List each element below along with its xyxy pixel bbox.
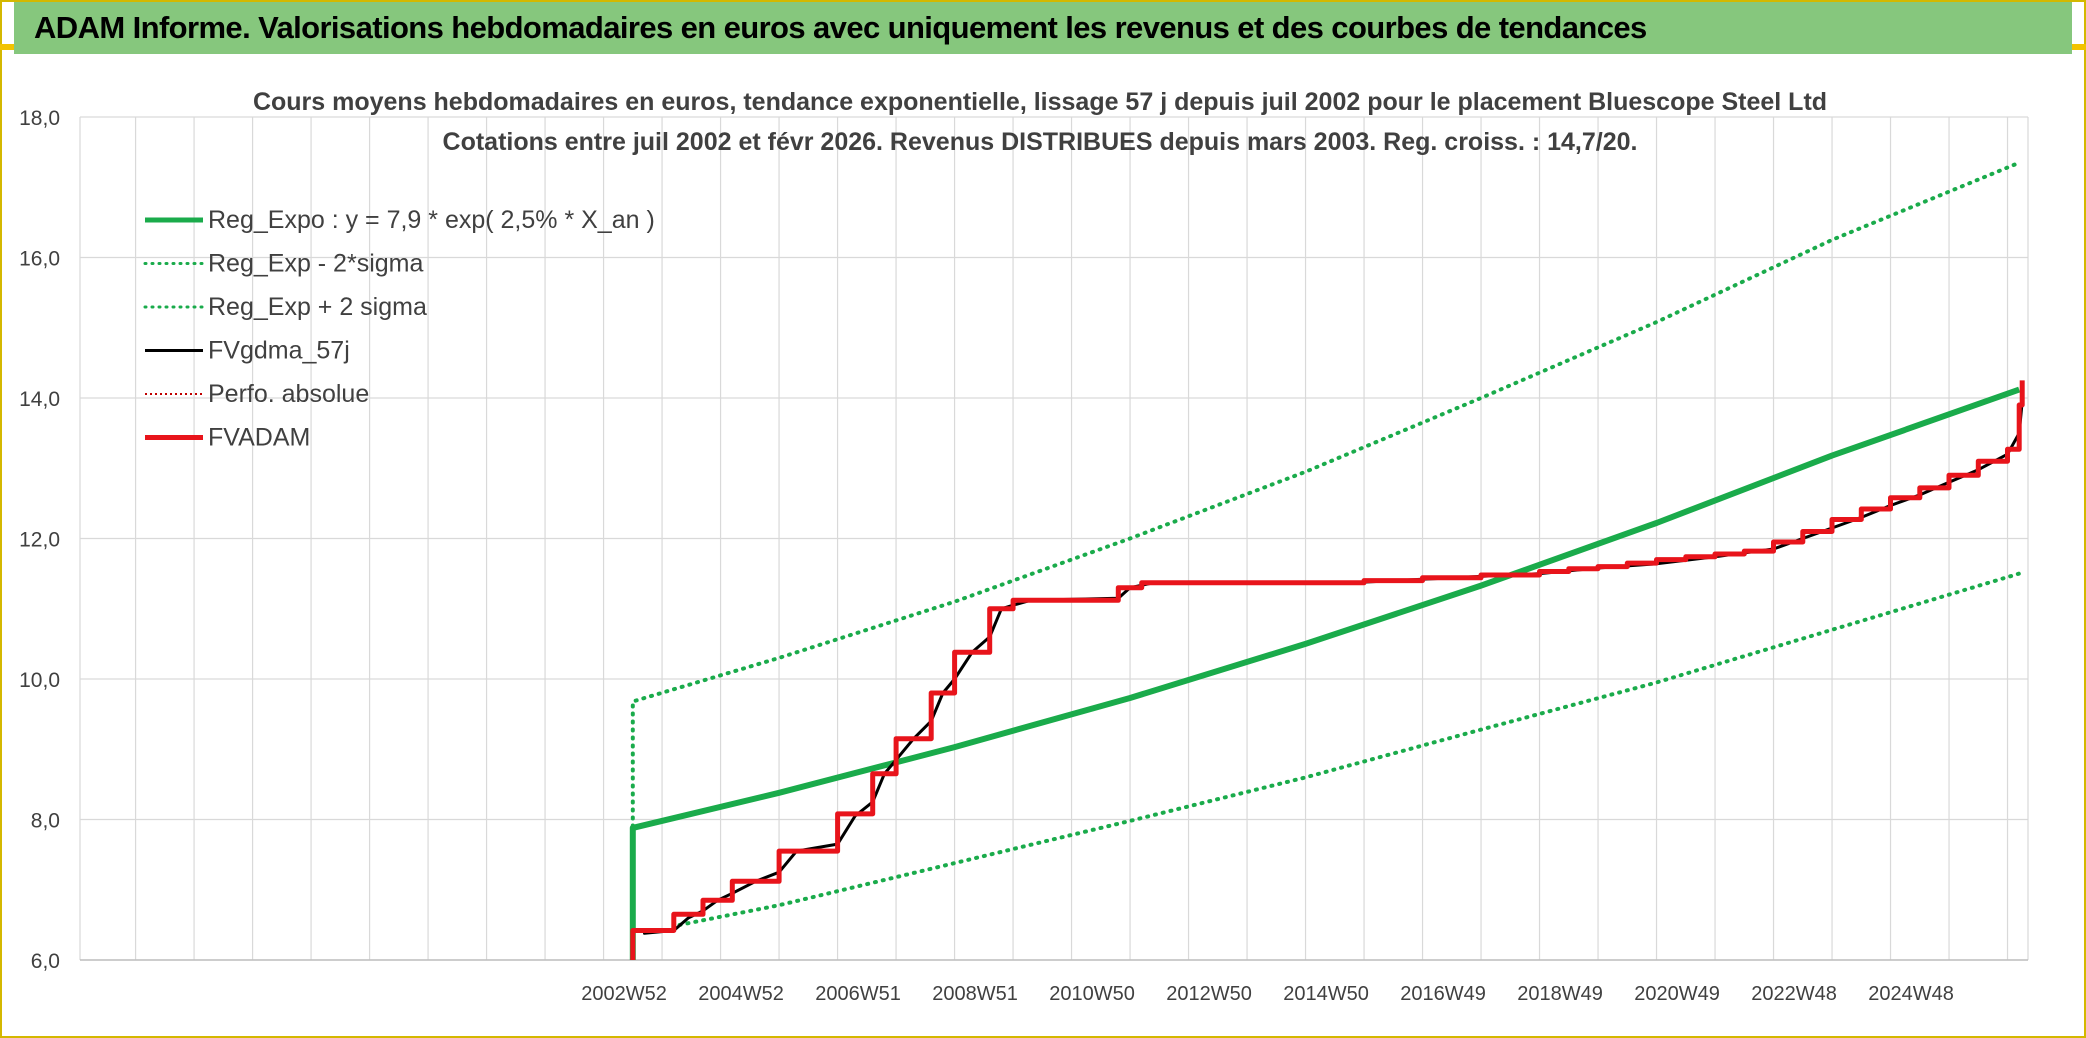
legend-label: Reg_Exp - 2*sigma xyxy=(208,250,423,278)
x-tick-label: 2022W48 xyxy=(1751,983,1837,1005)
series-line-lower xyxy=(677,571,2022,927)
chart-series xyxy=(629,160,2025,960)
x-tick-label: 2002W52 xyxy=(581,983,667,1005)
series-line-reg xyxy=(629,386,2021,960)
x-tick-label: 2014W50 xyxy=(1283,983,1369,1005)
x-tick-label: 2016W49 xyxy=(1400,983,1486,1005)
series-line-fvgdma xyxy=(643,400,2024,935)
corner-marker-left xyxy=(0,44,14,50)
legend-label: Perfo. absolue xyxy=(208,380,369,408)
chart-legend: Reg_Expo : y = 7,9 * exp( 2,5% * X_an ) R… xyxy=(143,206,655,452)
chart-subtitle: Cotations entre juil 2002 et févr 2026. … xyxy=(443,128,1638,156)
report-banner: ADAM Informe. Valorisations hebdomadaire… xyxy=(14,2,2072,54)
chart-title: Cours moyens hebdomadaires en euros, ten… xyxy=(253,88,1827,116)
y-tick-label: 14,0 xyxy=(19,388,60,411)
x-tick-label: 2020W49 xyxy=(1634,983,1720,1005)
y-tick-label: 10,0 xyxy=(19,669,60,692)
chart-axes: 6,0 8,0 10,0 12,0 14,0 16,0 18,0 2002W52 2004W52… xyxy=(19,107,2028,1005)
x-tick-label: 2004W52 xyxy=(698,983,784,1005)
series-line-fvadam xyxy=(630,380,2025,960)
legend-label: FVADAM xyxy=(208,424,310,452)
x-tick-label: 2012W50 xyxy=(1166,983,1252,1005)
y-tick-label: 16,0 xyxy=(19,248,60,271)
legend-label: Reg_Expo : y = 7,9 * exp( 2,5% * X_an ) xyxy=(208,206,655,234)
y-tick-label: 12,0 xyxy=(19,529,60,552)
x-tick-label: 2010W50 xyxy=(1049,983,1135,1005)
y-tick-label: 18,0 xyxy=(19,107,60,130)
series-line-upper xyxy=(630,160,2022,829)
corner-marker-right xyxy=(2072,44,2086,50)
x-tick-label: 2008W51 xyxy=(932,983,1018,1005)
y-tick-label: 8,0 xyxy=(31,810,60,833)
x-tick-label: 2006W51 xyxy=(815,983,901,1005)
y-tick-label: 6,0 xyxy=(31,950,60,973)
x-tick-label: 2018W49 xyxy=(1517,983,1603,1005)
report-title: ADAM Informe. Valorisations hebdomadaire… xyxy=(34,10,1647,45)
chart-grid xyxy=(79,116,2029,961)
x-tick-label: 2024W48 xyxy=(1868,983,1954,1005)
legend-label: FVgdma_57j xyxy=(208,337,350,365)
legend-label: Reg_Exp + 2 sigma xyxy=(208,293,427,321)
